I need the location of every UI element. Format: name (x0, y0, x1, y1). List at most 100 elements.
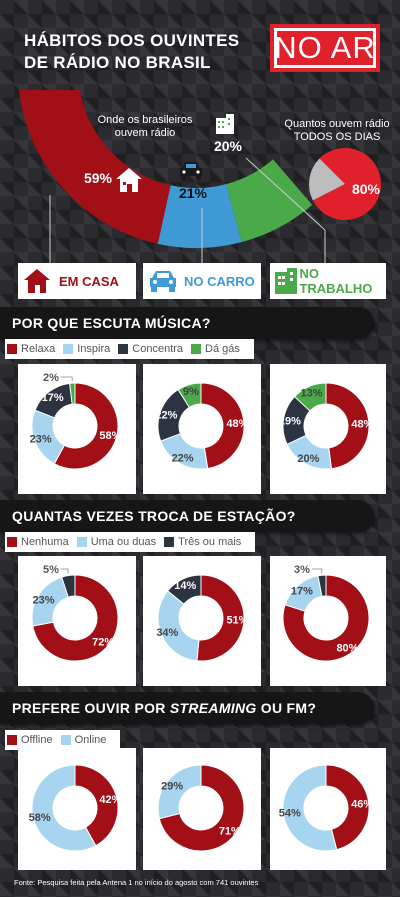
page-title: HÁBITOS DOS OUVINTES DE RÁDIO NO BRASIL (24, 30, 239, 74)
daily-pie-chart (309, 148, 381, 220)
daily-label-line-1: Quantos ouvem rádio (284, 118, 390, 130)
donut-label-0-2-2: 19% (279, 415, 301, 427)
donut-label-0-0-2: 17% (42, 392, 64, 404)
legend-item: Offline (7, 734, 53, 746)
column-header-trabalho: NO TRABALHO (270, 263, 386, 299)
legend-label: Dá gás (205, 343, 240, 355)
donut-label-2-2-1: 54% (279, 808, 301, 820)
section-title-1: POR QUE ESCUTA MÚSICA? (12, 315, 211, 331)
donut-slice-2-0-1 (31, 764, 97, 852)
legend-label: Inspira (77, 343, 111, 355)
donut-slice-0-1-0 (200, 382, 245, 470)
donut-label-0-2-0: 48% (351, 419, 373, 431)
donut-label-1-2-0: 80% (336, 643, 358, 655)
donut-slice-0-0-3 (69, 382, 76, 405)
legend-item: Inspira (63, 343, 110, 355)
building-icon (275, 268, 298, 294)
donut-slice-1-2-0 (282, 574, 370, 662)
donut-label-2-0-1: 58% (29, 812, 51, 824)
footer-source: Fonte: Pesquisa feita pela Antena 1 no i… (14, 878, 259, 887)
section-title-3-post: OU FM? (256, 700, 317, 716)
section-title-3-em: STREAMING (169, 700, 257, 716)
donut-slice-0-1-3 (177, 382, 202, 409)
legend-label: Online (74, 734, 107, 746)
donut-label-1-1-2: 14% (174, 580, 196, 592)
arc-slice-2 (226, 159, 313, 243)
donut-slice-1-0-2 (61, 574, 76, 598)
car-icon (150, 271, 176, 292)
callout-line (312, 568, 323, 574)
legend-label: Concentra (132, 343, 184, 355)
donut-label-1-0-1: 23% (33, 594, 55, 606)
donut-label-0-0-3: 2% (43, 372, 59, 384)
donut-label-0-0-0: 58% (99, 430, 121, 442)
donut-label-1-2-1: 17% (291, 586, 313, 598)
legend-item: Três ou mais (164, 536, 241, 548)
donut-label-2-0-0: 42% (99, 794, 121, 806)
callout-line (61, 376, 73, 382)
section-bar-3: PREFERE OUVIR POR STREAMING OU FM? (0, 692, 374, 724)
donut-label-1-1-0: 51% (226, 615, 248, 627)
legend-item: Relaxa (7, 343, 55, 355)
donut-slice-2-1-1 (157, 764, 202, 820)
donut-slice-2-1-0 (158, 764, 245, 852)
where-label-line-2: ouvem rádio (114, 127, 176, 139)
donut-label-2-1-1: 29% (161, 781, 183, 793)
donut-slice-1-1-0 (196, 574, 245, 662)
legend-1: Relaxa Inspira Concentra Dá gás (5, 339, 254, 359)
house-icon (24, 269, 50, 293)
section-title-3: PREFERE OUVIR POR STREAMING OU FM? (12, 700, 316, 716)
legend-label: Uma ou duas (90, 536, 157, 548)
donut-label-0-1-1: 22% (172, 453, 194, 465)
daily-slice-0 (312, 148, 381, 220)
section-title-3-pre: PREFERE OUVIR POR (12, 700, 170, 716)
donut-label-0-2-3: 13% (300, 388, 322, 400)
arc-label-carro: 21% (179, 185, 208, 201)
donut-slice-2-2-1 (282, 764, 338, 852)
daily-label-line-2: TODOS OS DIAS (293, 131, 381, 143)
donut-slice-1-0-0 (32, 574, 119, 662)
donut-slice-0-0-0 (53, 382, 119, 470)
donut-slice-2-2-0 (325, 764, 370, 851)
donut-slice-0-2-0 (325, 382, 370, 470)
donut-label-0-1-3: 9% (183, 386, 199, 398)
arc-slice-1 (157, 184, 242, 248)
donut-label-1-2-2: 3% (294, 564, 310, 576)
car-icon (180, 162, 202, 180)
where-label: Onde os brasileiros ouvem rádio (90, 114, 200, 140)
donut-label-1-1-1: 34% (156, 627, 178, 639)
donut-slice-0-2-3 (293, 382, 327, 412)
legend-item: Online (60, 734, 107, 746)
where-label-line-1: Onde os brasileiros (97, 114, 193, 126)
donut-label-1-0-0: 72% (92, 636, 114, 648)
donut-slice-2-0-0 (74, 764, 119, 847)
building-icon (216, 114, 234, 134)
legend-item: Dá gás (191, 343, 240, 355)
donut-label-2-2-0: 46% (351, 798, 373, 810)
donut-label-2-1-0: 71% (219, 825, 241, 837)
column-label-carro: NO CARRO (184, 273, 255, 289)
daily-pie-label: 80% (352, 181, 381, 197)
column-label-casa: EM CASA (59, 273, 119, 289)
top-charts: 59% 21% 20% 80% (19, 90, 381, 265)
house-icon (116, 168, 142, 192)
donut-label-0-1-0: 48% (226, 418, 248, 430)
legend-label: Três ou mais (178, 536, 242, 548)
arc-label-trabalho: 20% (214, 138, 243, 154)
legend-label: Offline (21, 734, 53, 746)
donut-label-0-2-1: 20% (297, 453, 319, 465)
title-line-2: DE RÁDIO NO BRASIL (24, 53, 211, 72)
column-header-carro: NO CARRO (143, 263, 261, 299)
donut-slice-1-1-2 (166, 574, 202, 605)
callout-line (61, 568, 69, 574)
connector-trabalho (245, 157, 326, 265)
legend-label: Relaxa (21, 343, 56, 355)
title-line-1: HÁBITOS DOS OUVINTES (24, 31, 240, 50)
column-label-trabalho: NO TRABALHO (299, 266, 373, 296)
donut-slice-1-1-1 (157, 590, 200, 662)
daily-label: Quantos ouvem rádio TODOS OS DIAS (282, 118, 392, 144)
donut-slice-1-2-2 (317, 574, 327, 597)
legend-item: Concentra (118, 343, 183, 355)
